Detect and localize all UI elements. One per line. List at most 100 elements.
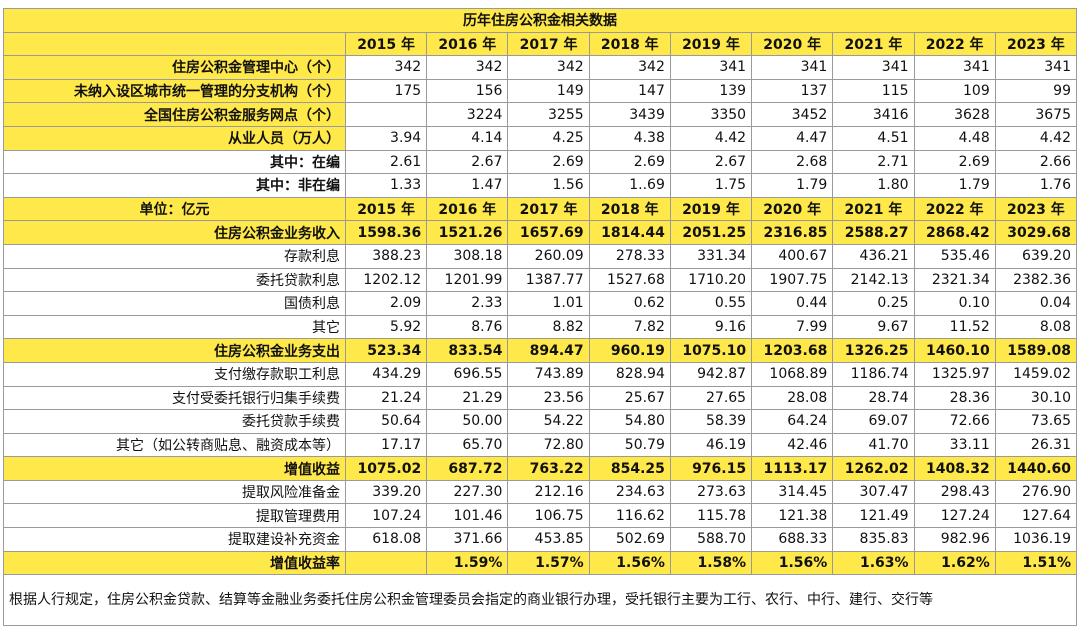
row-label: 支付缴存款职工利息 xyxy=(3,361,346,387)
year-header: 2019 年 xyxy=(669,196,753,222)
value-cell: 9.16 xyxy=(669,314,753,340)
unit-header-row: 单位：亿元 2015 年 2016 年 2017 年 2018 年 2019 年 2020 … xyxy=(3,196,1078,222)
value-cell: 115 xyxy=(832,78,915,104)
data-row: 增值收益 1075.02 687.72 763.22 854.25 976.15 1113.… xyxy=(3,456,1078,481)
value-cell: 156 xyxy=(426,78,509,104)
footnote: 根据人行规定，住房公积金贷款、结算等金融业务委托住房公积金管理委员会指定的商业银… xyxy=(3,574,1077,627)
value-cell: 0.10 xyxy=(913,291,996,316)
value-cell: 1075.10 xyxy=(669,338,753,363)
year-header: 2016 年 xyxy=(426,196,509,222)
value-cell: 2.67 xyxy=(426,149,509,175)
value-cell: 3416 xyxy=(832,102,915,127)
value-cell: 109 xyxy=(913,78,996,104)
value-cell: 121.38 xyxy=(751,503,834,529)
value-cell: 25.67 xyxy=(588,385,671,411)
row-label: 其它 xyxy=(3,314,346,340)
value-cell: 21.24 xyxy=(344,385,428,411)
value-cell: 1325.97 xyxy=(913,361,996,387)
year-header: 2017 年 xyxy=(507,31,590,57)
value-cell: 1..69 xyxy=(588,173,671,198)
value-cell: 8.82 xyxy=(507,314,590,340)
value-cell: 42.46 xyxy=(751,432,834,458)
value-cell: 3439 xyxy=(588,102,671,127)
value-cell: 960.19 xyxy=(588,338,671,363)
year-header: 2017 年 xyxy=(507,196,590,222)
data-row: 未纳入设区城市统一管理的分支机构（个） 175 156 149 147 139 137 115… xyxy=(3,78,1078,104)
value-cell: 342 xyxy=(344,55,428,80)
value-cell: 33.11 xyxy=(913,432,996,458)
value-cell: 1598.36 xyxy=(344,220,428,245)
value-cell: 1.79 xyxy=(913,173,996,198)
year-header: 2022 年 xyxy=(913,31,996,57)
value-cell: 4.38 xyxy=(588,125,671,151)
value-cell: 2.09 xyxy=(344,291,428,316)
value-cell: 7.99 xyxy=(751,314,834,340)
value-cell: 4.51 xyxy=(832,125,915,151)
value-cell: 1.01 xyxy=(507,291,590,316)
row-label: 其中：在编 xyxy=(3,149,346,175)
data-row: 其它 5.92 8.76 8.82 7.82 9.16 7.99 9.67 11.52 8.08 xyxy=(3,314,1078,340)
year-header: 2021 年 xyxy=(832,196,915,222)
value-cell: 21.29 xyxy=(426,385,509,411)
value-cell: 1710.20 xyxy=(669,267,753,293)
value-cell: 107.24 xyxy=(344,503,428,529)
value-cell: 1814.44 xyxy=(588,220,671,245)
data-row: 住房公积金业务支出 523.34 833.54 894.47 960.19 1075.10… xyxy=(3,338,1078,363)
value-cell: 2.69 xyxy=(507,149,590,175)
value-cell: 388.23 xyxy=(344,243,428,269)
value-cell: 54.22 xyxy=(507,409,590,434)
value-cell: 1.56% xyxy=(588,550,671,576)
value-cell: 3675 xyxy=(994,102,1078,127)
value-cell: 1.63% xyxy=(832,550,915,576)
value-cell: 2.69 xyxy=(588,149,671,175)
value-cell: 2.33 xyxy=(426,291,509,316)
value-cell: 58.39 xyxy=(669,409,753,434)
value-cell: 2142.13 xyxy=(832,267,915,293)
value-cell: 127.24 xyxy=(913,503,996,529)
value-cell: 523.34 xyxy=(344,338,428,363)
value-cell: 3452 xyxy=(751,102,834,127)
value-cell: 7.82 xyxy=(588,314,671,340)
data-row: 提取风险准备金 339.20 227.30 212.16 234.63 273.63 314… xyxy=(3,479,1078,505)
value-cell: 1.80 xyxy=(832,173,915,198)
value-cell: 234.63 xyxy=(588,479,671,505)
row-label: 存款利息 xyxy=(3,243,346,269)
value-cell: 4.47 xyxy=(751,125,834,151)
value-cell: 1.56% xyxy=(751,550,834,576)
data-row: 委托贷款手续费 50.64 50.00 54.22 54.80 58.39 64.24 69.… xyxy=(3,409,1078,434)
year-header: 2020 年 xyxy=(751,31,834,57)
value-cell xyxy=(344,102,428,127)
value-cell: 1.57% xyxy=(507,550,590,576)
data-table: 历年住房公积金相关数据 2015 年 2016 年 2017 年 2018 年 2019 … xyxy=(3,8,1078,627)
table-title: 历年住房公积金相关数据 xyxy=(3,8,1077,33)
value-cell: 341 xyxy=(913,55,996,80)
value-cell: 4.25 xyxy=(507,125,590,151)
value-cell: 65.70 xyxy=(426,432,509,458)
value-cell: 4.42 xyxy=(669,125,753,151)
value-cell: 115.78 xyxy=(669,503,753,529)
row-label: 其中：非在编 xyxy=(3,173,346,198)
data-row: 其中：非在编 1.33 1.47 1.56 1..69 1.75 1.79 1.80 1.79 1… xyxy=(3,173,1078,198)
value-cell: 535.46 xyxy=(913,243,996,269)
value-cell: 26.31 xyxy=(994,432,1078,458)
value-cell: 1521.26 xyxy=(426,220,509,245)
value-cell: 1201.99 xyxy=(426,267,509,293)
row-label: 未纳入设区城市统一管理的分支机构（个） xyxy=(3,78,346,104)
value-cell: 1657.69 xyxy=(507,220,590,245)
value-cell: 273.63 xyxy=(669,479,753,505)
data-row: 其中：在编 2.61 2.67 2.69 2.69 2.67 2.68 2.71 2.69 2.6… xyxy=(3,149,1078,175)
value-cell: 2.66 xyxy=(994,149,1078,175)
value-cell: 72.66 xyxy=(913,409,996,434)
value-cell: 73.65 xyxy=(994,409,1078,434)
value-cell: 4.42 xyxy=(994,125,1078,151)
year-header: 2023 年 xyxy=(994,31,1078,57)
year-header: 2016 年 xyxy=(426,31,509,57)
value-cell: 28.36 xyxy=(913,385,996,411)
value-cell: 1527.68 xyxy=(588,267,671,293)
value-cell: 341 xyxy=(994,55,1078,80)
value-cell xyxy=(344,550,428,576)
row-label: 住房公积金业务支出 xyxy=(3,338,346,363)
value-cell: 2.69 xyxy=(913,149,996,175)
data-row: 住房公积金业务收入 1598.36 1521.26 1657.69 1814.44 205… xyxy=(3,220,1078,245)
